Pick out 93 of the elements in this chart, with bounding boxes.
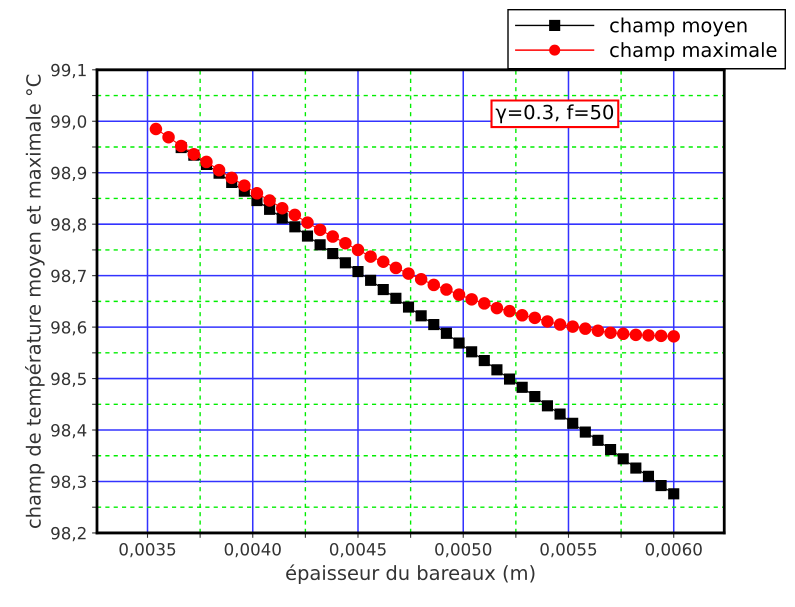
point — [327, 248, 338, 260]
point — [378, 284, 389, 296]
point — [566, 320, 579, 333]
y-tick-label: 98,4 — [51, 424, 86, 438]
point — [288, 208, 302, 222]
point — [238, 179, 251, 192]
point — [616, 328, 630, 340]
point — [289, 221, 300, 232]
point — [604, 326, 617, 340]
point — [314, 239, 326, 250]
point — [605, 444, 616, 456]
point — [491, 364, 502, 376]
point — [528, 312, 542, 324]
point — [642, 329, 655, 342]
x-tick-label: 0,0050 — [435, 542, 492, 558]
point — [416, 310, 427, 322]
point — [630, 328, 642, 342]
y-tick-label: 99,1 — [51, 64, 86, 78]
point — [592, 324, 604, 337]
x-tick-label: 0,0035 — [119, 542, 176, 558]
x-tick-label: 0,0045 — [330, 542, 386, 558]
x-tick-label: 0,0040 — [224, 542, 281, 558]
point — [668, 488, 680, 500]
point — [667, 330, 680, 343]
point — [453, 338, 465, 349]
point — [390, 262, 402, 274]
point — [428, 278, 440, 292]
point — [642, 470, 654, 482]
point — [150, 122, 162, 136]
point — [516, 382, 528, 393]
point — [630, 462, 642, 474]
point — [428, 318, 440, 330]
point — [592, 434, 604, 446]
point — [276, 212, 288, 224]
point — [440, 328, 452, 339]
point — [276, 202, 288, 214]
point — [541, 315, 554, 328]
point — [365, 274, 376, 286]
point — [340, 257, 351, 268]
y-tick-label: 98,3 — [51, 475, 86, 490]
point — [580, 426, 591, 438]
point — [200, 156, 213, 168]
point — [352, 266, 364, 278]
point — [339, 236, 352, 250]
point — [263, 194, 276, 207]
point — [654, 330, 668, 342]
point — [440, 283, 453, 296]
y-tick-label: 98,5 — [51, 372, 86, 387]
x-axis-title: épaisseur du bareaux (m) — [286, 564, 534, 584]
annotation: γ=0.3, f=50 — [496, 104, 614, 124]
x-tick-label: 0,0055 — [540, 542, 596, 558]
point — [579, 322, 592, 335]
legend-label: champ maximale — [610, 42, 776, 61]
point — [162, 130, 175, 144]
point — [250, 187, 264, 200]
y-tick-label: 98,9 — [51, 166, 86, 181]
point — [314, 224, 326, 236]
point — [567, 418, 578, 429]
point — [554, 408, 566, 420]
point — [364, 250, 377, 263]
point — [478, 355, 490, 366]
point — [225, 172, 238, 184]
y-axis-title: champ de température moyen et maximale °C — [25, 74, 45, 528]
point — [504, 374, 516, 385]
point — [302, 230, 314, 242]
y-tick-label: 98,2 — [51, 526, 86, 542]
point — [452, 288, 466, 301]
y-tick-label: 98,7 — [51, 270, 86, 284]
point — [542, 400, 553, 412]
point — [618, 453, 629, 464]
point — [402, 301, 414, 313]
point — [352, 244, 364, 256]
point — [503, 304, 516, 318]
legend-label: champ moyen — [610, 18, 746, 36]
point — [656, 480, 667, 492]
y-tick-label: 98,6 — [51, 321, 86, 336]
point — [490, 302, 504, 314]
y-tick-label: 98,8 — [51, 218, 86, 232]
point — [326, 230, 339, 243]
point — [465, 293, 478, 306]
point — [529, 391, 540, 402]
point — [554, 318, 566, 331]
point — [414, 272, 428, 286]
point — [390, 292, 402, 304]
point — [301, 216, 314, 229]
x-tick-label: 0,0060 — [646, 542, 702, 558]
point — [402, 267, 415, 280]
point — [466, 346, 478, 358]
point — [516, 309, 528, 322]
point — [212, 164, 226, 176]
y-tick-label: 99,0 — [51, 115, 86, 130]
point — [478, 297, 491, 310]
point — [377, 256, 390, 268]
